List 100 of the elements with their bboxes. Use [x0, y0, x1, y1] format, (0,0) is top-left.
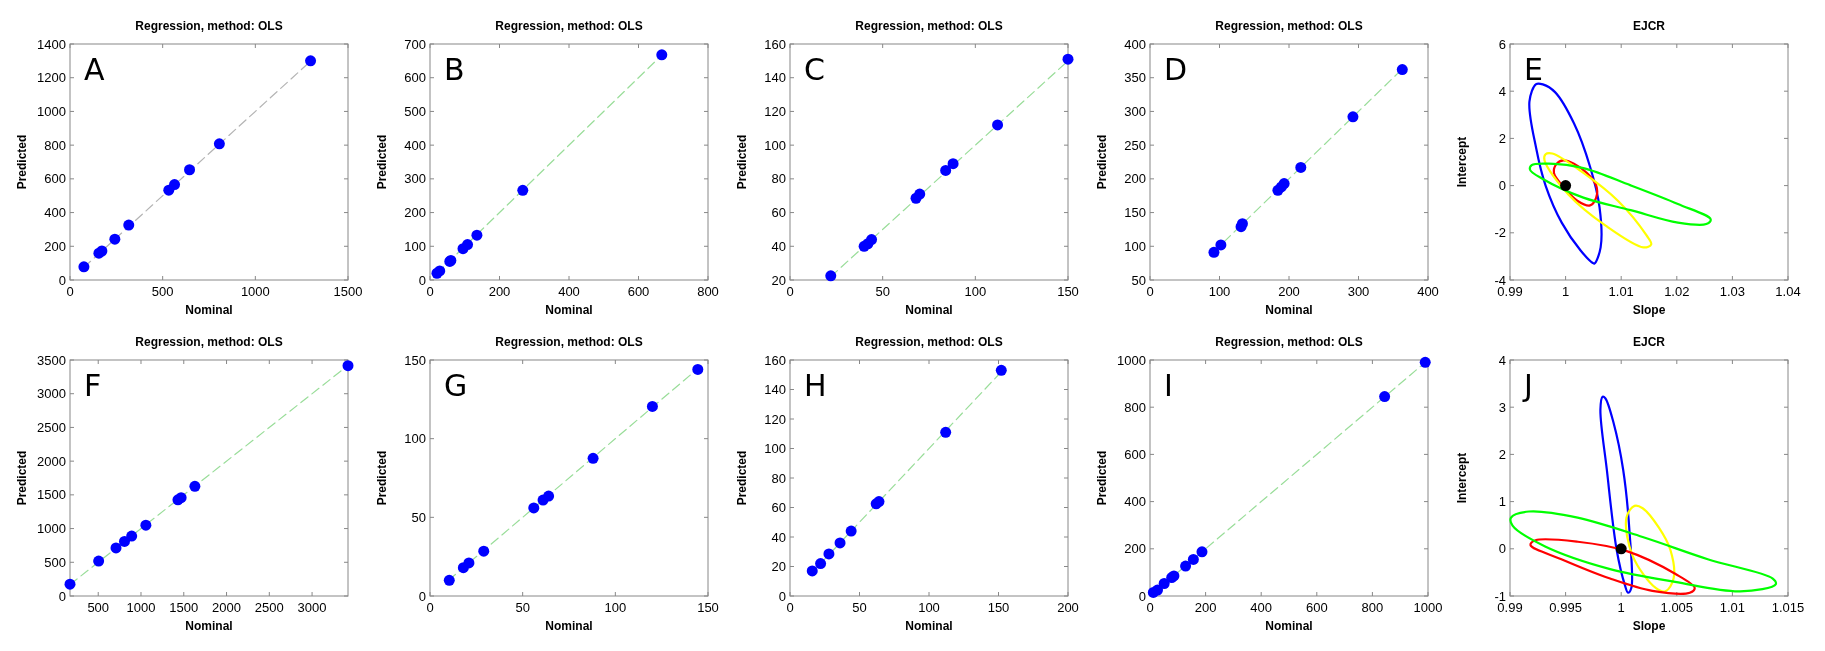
point [184, 164, 196, 176]
chart-title: Regression, method: OLS [135, 19, 283, 33]
point [123, 219, 135, 231]
y-tick-label: 600 [44, 171, 66, 187]
y-tick-label: 0 [58, 272, 66, 288]
y-tick-label: 60 [771, 205, 786, 221]
x-tick-label: 200 [1194, 600, 1217, 615]
x-tick-label: 100 [964, 284, 987, 299]
y-tick-label: 160 [764, 36, 786, 52]
x-tick-label: 1.03 [1719, 284, 1746, 299]
x-tick-label: 600 [627, 284, 650, 299]
point [110, 542, 122, 554]
y-tick-label: 0 [778, 588, 786, 604]
point [845, 525, 857, 537]
x-tick-label: 500 [151, 284, 174, 299]
y-tick-label: 100 [404, 431, 426, 447]
y-tick-label: 60 [771, 500, 786, 516]
x-axis-title: Nominal [185, 303, 233, 317]
x-tick-label: 2500 [254, 600, 284, 615]
x-tick-label: 1000 [126, 600, 156, 615]
x-tick-label: 1.005 [1660, 600, 1694, 615]
y-axis-title: Predicted [1095, 450, 1109, 506]
x-tick-label: 400 [558, 284, 580, 299]
x-tick-label: 1500 [169, 600, 199, 615]
y-tick-label: 2 [1498, 130, 1506, 146]
x-axis-title: Nominal [1265, 303, 1313, 317]
point [692, 363, 704, 375]
x-tick-label: 200 [1278, 284, 1300, 299]
x-axis-title: Slope [1632, 303, 1666, 317]
x-tick-label: 400 [1417, 284, 1439, 299]
x-tick-label: 50 [852, 600, 867, 615]
y-tick-label: 400 [1124, 36, 1146, 52]
y-tick-label: 500 [404, 103, 426, 119]
point [93, 555, 105, 567]
point [528, 502, 540, 514]
x-tick-label: 1.01 [1719, 600, 1746, 615]
y-tick-label: 140 [764, 382, 786, 398]
point [1152, 584, 1164, 596]
x-tick-label: 800 [697, 284, 719, 299]
y-axis-title: Intercept [1455, 452, 1469, 504]
y-tick-label: 3 [1498, 399, 1506, 415]
y-axis-title: Predicted [735, 450, 749, 506]
x-axis-title: Nominal [545, 303, 593, 317]
x-tick-label: 3000 [297, 600, 327, 615]
point [478, 545, 490, 557]
x-tick-label: 0.995 [1549, 600, 1582, 615]
point [126, 530, 138, 542]
point [305, 55, 317, 67]
chart-title: Regression, method: OLS [1215, 335, 1363, 349]
x-tick-label: 400 [1250, 600, 1273, 615]
y-tick-label: 2500 [37, 419, 66, 435]
y-tick-label: 700 [404, 36, 426, 52]
y-tick-label: 3000 [37, 386, 66, 402]
point [992, 119, 1004, 131]
x-tick-label: 50 [875, 284, 890, 299]
y-tick-label: 200 [1124, 541, 1146, 557]
x-tick-label: 600 [1305, 600, 1328, 615]
point [1180, 560, 1192, 572]
x-axis-title: Nominal [1265, 619, 1313, 633]
point [995, 364, 1007, 376]
chart-title: EJCR [1632, 335, 1666, 349]
x-axis-title: Nominal [545, 619, 593, 633]
x-tick-label: 1 [1561, 284, 1570, 299]
point [1062, 53, 1074, 65]
point [462, 239, 474, 251]
chart-title: EJCR [1632, 19, 1666, 33]
point [140, 519, 152, 531]
point [189, 480, 201, 492]
y-axis-title: Predicted [1095, 134, 1109, 190]
annotation: D [1164, 52, 1188, 87]
x-tick-label: 1.02 [1664, 284, 1690, 299]
y-tick-label: 150 [1124, 205, 1146, 221]
y-tick-label: 160 [764, 352, 786, 368]
y-tick-label: 400 [1124, 494, 1146, 510]
x-tick-label: 1.04 [1775, 284, 1801, 299]
y-tick-label: 4 [1498, 83, 1506, 99]
y-tick-label: 100 [404, 238, 426, 254]
y-tick-label: 2 [1498, 446, 1506, 462]
point [463, 557, 475, 569]
point [834, 537, 846, 549]
x-axis-title: Nominal [905, 619, 953, 633]
y-tick-label: 300 [1124, 103, 1146, 119]
point [471, 229, 483, 241]
chart-title: Regression, method: OLS [855, 19, 1003, 33]
x-tick-label: 1.015 [1771, 600, 1805, 615]
y-tick-label: 1500 [37, 487, 66, 503]
x-tick-label: 800 [1361, 600, 1384, 615]
y-tick-label: 2000 [37, 453, 66, 469]
y-tick-label: 100 [764, 441, 786, 457]
point [342, 360, 354, 372]
point [64, 578, 76, 590]
y-tick-label: 600 [1124, 446, 1146, 462]
annotation: B [444, 52, 465, 87]
x-tick-label: 300 [1347, 284, 1370, 299]
y-tick-label: 100 [764, 137, 786, 153]
point [1347, 111, 1359, 123]
y-axis-title: Predicted [375, 134, 389, 190]
y-tick-label: 350 [1124, 70, 1146, 86]
point [1396, 64, 1408, 76]
point [517, 184, 529, 196]
